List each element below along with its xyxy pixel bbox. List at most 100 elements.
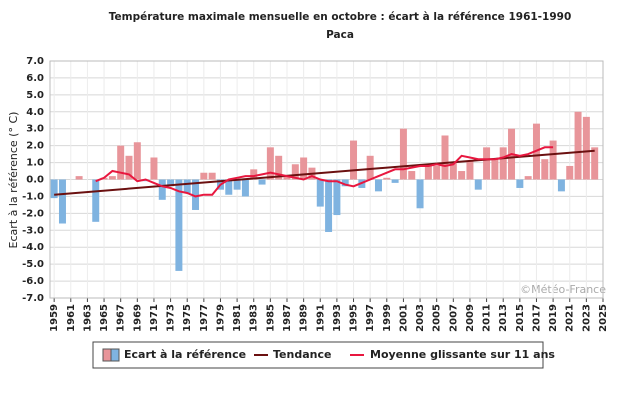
bar [399,128,407,180]
bar [192,179,200,210]
x-tick-label: 2005 [432,304,443,332]
bar [183,179,191,194]
y-tick-label: -2.0 [22,208,44,219]
bar [333,179,341,216]
x-tick-label: 1991 [315,304,326,332]
bar [499,147,507,180]
x-tick-label: 2007 [448,304,459,332]
y-tick-label: -5.0 [22,259,44,270]
bar [266,147,274,180]
bar [225,179,233,195]
trend-line [54,149,595,196]
x-tick-label: 2017 [531,304,542,332]
legend-box [92,341,544,369]
x-tick-label: 2003 [415,304,426,332]
bar [433,165,441,180]
x-tick-label: 1987 [282,304,293,332]
x-tick-label: 1965 [99,304,110,332]
y-tick-label: -3.0 [22,225,44,236]
bar [341,179,349,187]
x-tick-label: 1959 [49,304,60,332]
bar [408,171,416,180]
y-tick-label: 5.0 [26,90,44,101]
y-tick-label: 0.0 [26,175,44,186]
x-tick-label: 1999 [382,304,393,332]
bar [200,172,208,180]
bar [350,140,358,180]
bar [449,162,457,180]
plot-frame [49,60,604,299]
x-tick-label: 1977 [199,304,210,332]
x-tick-label: 1979 [215,304,226,332]
y-tick-label: -6.0 [22,276,44,287]
bar [158,179,166,200]
bar [391,179,399,183]
x-tick-label: 1967 [116,304,127,332]
x-tick-label: 2009 [465,304,476,332]
bar [582,116,590,180]
bar [366,155,374,180]
x-tick-label: 1985 [265,304,276,332]
legend-label: Tendance [273,348,331,361]
bar [108,176,116,180]
bar [458,171,466,180]
bar [516,179,524,188]
bar [208,172,216,180]
bar [92,179,100,222]
bar [258,179,266,185]
bar [549,140,557,180]
bar [591,147,599,180]
y-tick-label: 3.0 [26,124,44,135]
bar [75,176,83,180]
bar [416,179,424,209]
x-tick-label: 1973 [166,304,177,332]
x-tick-label: 2023 [581,304,592,332]
x-tick-label: 1969 [132,304,143,332]
bar [283,176,291,180]
bar [241,179,249,197]
legend-swatch [110,348,120,362]
y-tick-label: 6.0 [26,73,44,84]
bar [250,169,258,180]
x-tick-label: 2011 [482,304,493,332]
x-tick-label: 2021 [565,304,576,332]
bar [491,159,499,180]
bar [483,147,491,180]
y-axis-label: Ecart à la référence (° C) [7,112,20,249]
x-tick-label: 1971 [149,304,160,332]
bar [133,142,141,180]
bar [50,179,58,199]
y-tick-label: 2.0 [26,141,44,152]
bar [557,179,565,192]
x-tick-label: 1995 [349,304,360,332]
x-tick-label: 2019 [548,304,559,332]
bar [424,164,432,180]
y-tick-label: 1.0 [26,158,44,169]
bar [125,155,133,180]
bar [524,176,532,180]
bar [466,160,474,180]
bar [541,159,549,180]
bar [441,135,449,180]
x-tick-label: 1981 [232,304,243,332]
legend-label: Moyenne glissante sur 11 ans [370,348,555,361]
legend-swatch [102,348,112,362]
x-tick-label: 1975 [182,304,193,332]
x-tick-label: 1997 [365,304,376,332]
bar [574,111,582,180]
x-tick-label: 2015 [515,304,526,332]
y-tick-label: 4.0 [26,107,44,118]
bar [291,164,299,180]
x-tick-label: 2001 [398,304,409,332]
legend-label: Ecart à la référence [124,348,246,361]
bar [374,179,382,192]
bar [275,155,283,180]
bar [474,179,482,190]
y-tick-label: 7.0 [26,56,44,67]
bar [167,179,175,187]
x-tick-label: 1963 [82,304,93,332]
bar [233,179,241,190]
bar [175,179,183,271]
x-tick-label: 1961 [66,304,77,332]
